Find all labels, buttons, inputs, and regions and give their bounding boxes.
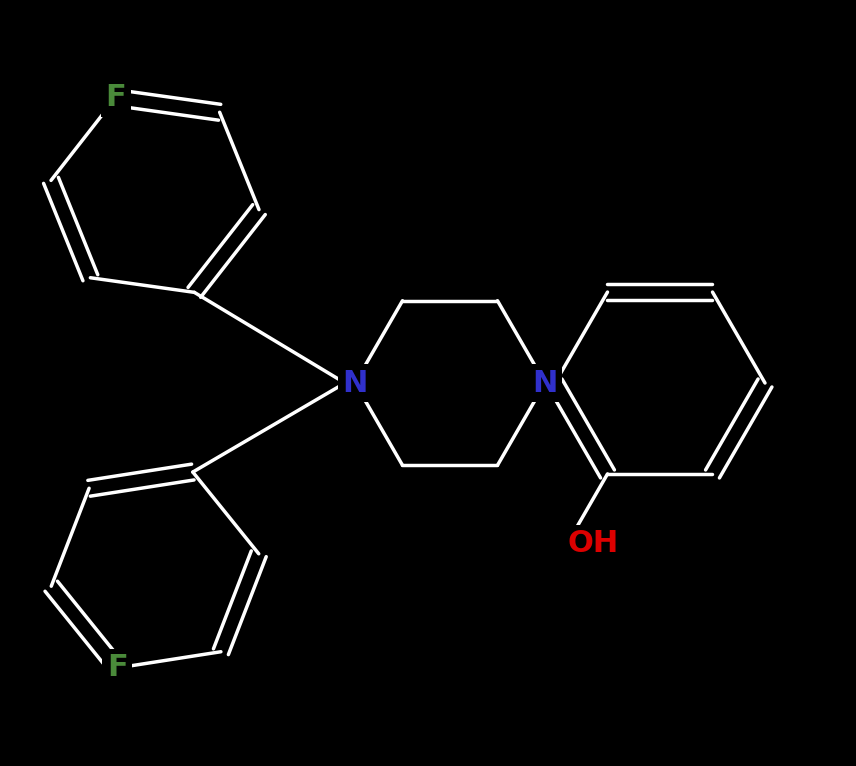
Text: N: N xyxy=(532,368,558,398)
Text: OH: OH xyxy=(568,529,618,558)
Text: F: F xyxy=(105,83,126,112)
Text: F: F xyxy=(107,653,128,683)
Text: N: N xyxy=(342,368,368,398)
